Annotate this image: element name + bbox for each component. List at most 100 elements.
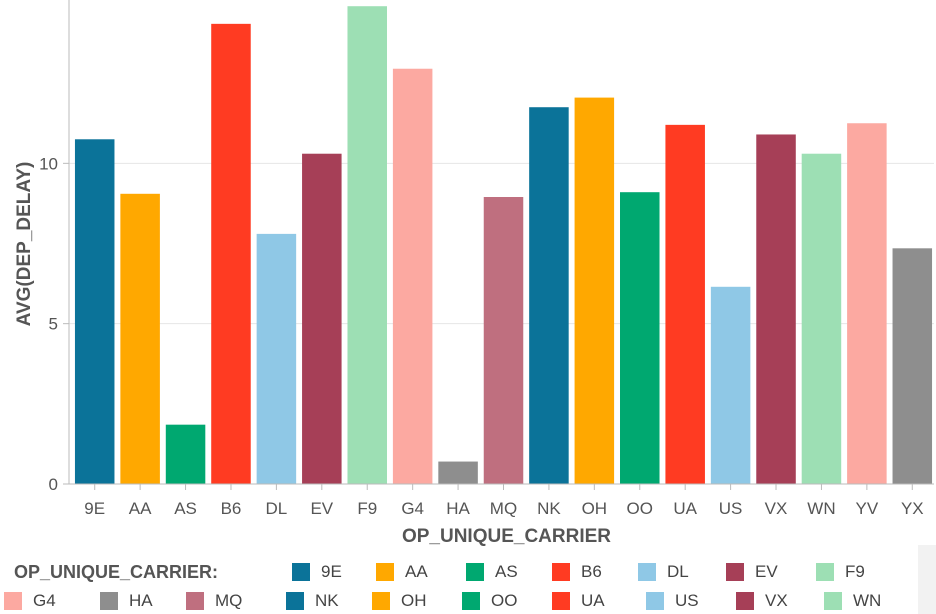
legend-item-oh[interactable]: OH [372, 590, 427, 612]
legend-item-f9[interactable]: F9 [816, 561, 865, 583]
x-tick-label: VX [765, 499, 788, 518]
legend-swatch [824, 592, 842, 610]
legend-swatch [552, 563, 570, 581]
legend-swatch [292, 563, 310, 581]
legend-item-9e[interactable]: 9E [292, 561, 342, 583]
bar-us [710, 286, 751, 484]
x-tick-label: OO [627, 499, 653, 518]
legend-swatch [186, 592, 204, 610]
bar-aa [120, 193, 160, 484]
x-tick-label: HA [446, 499, 470, 518]
legend-item-g4[interactable]: G4 [4, 590, 56, 612]
legend-swatch [4, 592, 22, 610]
bar-ua [665, 124, 705, 484]
legend-swatch [376, 563, 394, 581]
x-tick-label: WN [807, 499, 835, 518]
bar-vx [756, 134, 796, 484]
legend-item-ua[interactable]: UA [552, 590, 605, 612]
bar-f9 [347, 6, 387, 485]
y-tick-label: 10 [39, 154, 58, 173]
x-tick-label: OH [582, 499, 608, 518]
bar-ha [438, 461, 478, 484]
legend-swatch [462, 592, 480, 610]
legend-label: B6 [581, 562, 602, 581]
legend-swatch [100, 592, 118, 610]
legend-label: DL [667, 562, 689, 581]
legend-swatch [286, 592, 304, 610]
legend-swatch [372, 592, 390, 610]
legend-label: NK [315, 591, 339, 610]
legend-item-ha[interactable]: HA [100, 590, 153, 612]
y-axis-ticks: 0 5 10 [39, 154, 69, 494]
legend-item-us[interactable]: US [646, 590, 699, 612]
x-tick-label: UA [673, 499, 697, 518]
x-tick-label: NK [537, 499, 561, 518]
legend-swatch [726, 563, 744, 581]
y-tick-label: 0 [49, 475, 58, 494]
legend-label: UA [581, 591, 605, 610]
legend-scrollbar[interactable] [918, 545, 936, 614]
legend-label: AS [495, 562, 518, 581]
bar-9e [74, 139, 115, 485]
legend-swatch [466, 563, 484, 581]
x-axis-title: OP_UNIQUE_CARRIER [402, 526, 611, 547]
legend-label: OO [491, 591, 518, 610]
x-tick-label: YX [901, 499, 924, 518]
x-tick-label: F9 [357, 499, 377, 518]
legend-swatch [646, 592, 664, 610]
bar-g4 [392, 68, 433, 484]
x-tick-label: AA [129, 499, 152, 518]
legend-swatch [816, 563, 834, 581]
legend-item-vx[interactable]: VX [736, 590, 788, 612]
x-tick-label: B6 [221, 499, 242, 518]
x-tick-label: AS [174, 499, 197, 518]
x-axis-ticks: 9E AA AS B6 DL EV F9 G4 HA MQ NK OH OO UA US VX WN YV YX [84, 484, 924, 518]
legend-label: 9E [321, 562, 342, 581]
legend-item-dl[interactable]: DL [638, 561, 689, 583]
y-axis-title: AVG(DEP_DELAY) [14, 162, 35, 327]
x-tick-label: YV [856, 499, 879, 518]
x-tick-label: US [719, 499, 743, 518]
legend-label: G4 [33, 591, 56, 610]
bar-mq [483, 197, 524, 484]
x-tick-label: EV [310, 499, 333, 518]
legend-label: EV [755, 562, 778, 581]
x-tick-label: G4 [401, 499, 424, 518]
x-tick-label: DL [266, 499, 288, 518]
bar-oo [620, 192, 660, 484]
legend-label: MQ [215, 591, 243, 610]
bar-wn [801, 153, 842, 485]
legend: OP_UNIQUE_CARRIER: 9E AA AS B6 DL EV F9 G4 HA MQ N… [4, 558, 914, 614]
legend-swatch [552, 592, 570, 610]
bar-yx [892, 248, 933, 484]
legend-label: WN [853, 591, 882, 610]
legend-item-b6[interactable]: B6 [552, 561, 602, 583]
legend-item-nk[interactable]: NK [286, 590, 339, 612]
bar-ev [302, 153, 342, 485]
bar-oh [574, 97, 615, 484]
bar-nk [529, 107, 569, 484]
x-tick-label: MQ [490, 499, 517, 518]
legend-item-ev[interactable]: EV [726, 561, 778, 583]
y-tick-label: 5 [49, 315, 58, 334]
bar-as [165, 424, 206, 484]
legend-label: AA [405, 562, 428, 581]
legend-item-aa[interactable]: AA [376, 561, 428, 583]
legend-label: VX [765, 591, 788, 610]
legend-item-wn[interactable]: WN [824, 590, 881, 612]
legend-swatch [638, 563, 656, 581]
bar-yv [847, 123, 887, 484]
legend-label: HA [129, 591, 153, 610]
bars [74, 6, 933, 485]
legend-item-mq[interactable]: MQ [186, 590, 242, 612]
legend-item-oo[interactable]: OO [462, 590, 517, 612]
legend-swatch [736, 592, 754, 610]
legend-label: OH [401, 591, 427, 610]
x-tick-label: 9E [84, 499, 105, 518]
legend-title: OP_UNIQUE_CARRIER: [14, 562, 219, 582]
legend-label: US [675, 591, 699, 610]
legend-item-as[interactable]: AS [466, 561, 518, 583]
bar-dl [256, 233, 297, 484]
legend-label: F9 [845, 562, 865, 581]
